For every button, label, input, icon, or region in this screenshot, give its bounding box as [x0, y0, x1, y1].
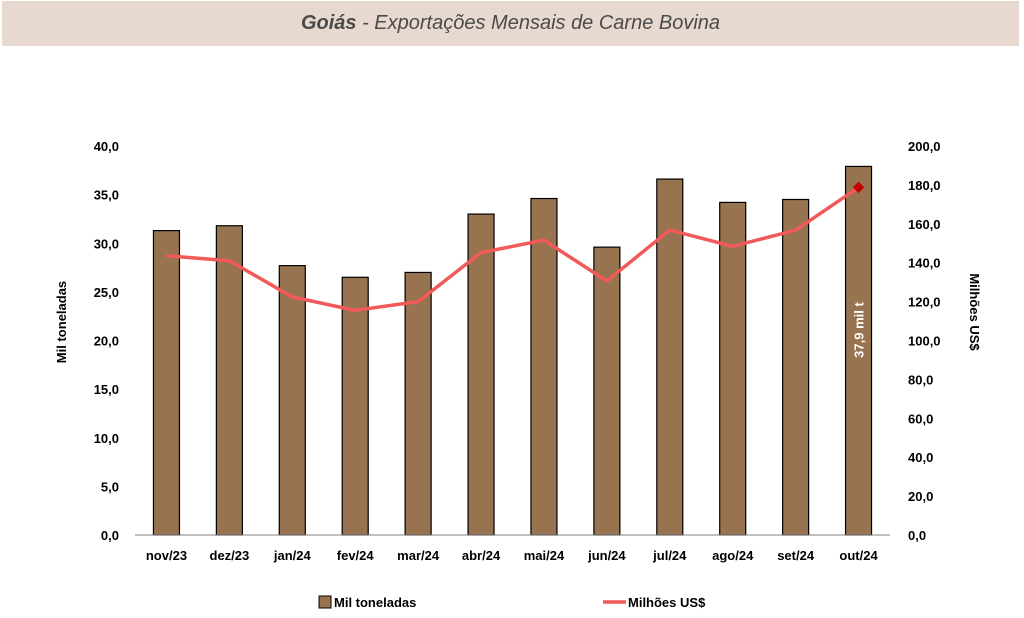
- bar: [404, 271, 432, 536]
- y-right-tick-label: 80,0: [908, 372, 933, 387]
- y-right-tick-label: 180,0: [908, 178, 941, 193]
- bar: [530, 197, 558, 536]
- y-left-tick-label: 40,0: [94, 139, 119, 154]
- x-tick-label: fev/24: [337, 548, 375, 563]
- title-band: Goiás - Exportações Mensais de Carne Bov…: [2, 1, 1019, 46]
- bar: [593, 246, 621, 536]
- x-tick-label: set/24: [777, 548, 815, 563]
- bar: [467, 213, 495, 536]
- y-left-tick-label: 0,0: [101, 528, 119, 543]
- bar: [278, 265, 306, 536]
- chart-title: Goiás - Exportações Mensais de Carne Bov…: [301, 12, 720, 35]
- y-left-tick-label: 25,0: [94, 285, 119, 300]
- y-right-tick-label: 100,0: [908, 334, 941, 349]
- bar: [152, 230, 181, 536]
- x-tick-label: dez/23: [210, 548, 250, 563]
- bar: [844, 165, 873, 536]
- y-left-tick-label: 30,0: [94, 236, 119, 251]
- y-left-tick-label: 20,0: [94, 334, 119, 349]
- y-right-tick-label: 140,0: [908, 256, 941, 271]
- x-tick-label: jun/24: [587, 548, 626, 563]
- y-right-tick-label: 0,0: [908, 528, 926, 543]
- x-tick-label: out/24: [839, 548, 878, 563]
- y-left-tick-label: 15,0: [94, 382, 119, 397]
- bar: [782, 198, 810, 536]
- bar: [215, 225, 243, 536]
- bar: [719, 201, 747, 536]
- y-right-tick-label: 60,0: [908, 411, 933, 426]
- y-right-tick-label: 120,0: [908, 295, 941, 310]
- y-right-tick-label: 40,0: [908, 450, 933, 465]
- x-tick-label: jul/24: [652, 548, 687, 563]
- x-tick-label: jan/24: [273, 548, 312, 563]
- x-tick-label: mar/24: [397, 548, 440, 563]
- legend-swatch-bar: [318, 595, 332, 609]
- x-tick-label: mai/24: [524, 548, 565, 563]
- last-point-marker: [852, 181, 865, 194]
- legend-label-line: Milhões US$: [628, 595, 706, 610]
- line-series-milhoes: [166, 185, 860, 313]
- y-left-tick-label: 10,0: [94, 431, 119, 446]
- bar: [341, 276, 369, 536]
- y-right-tick-label: 200,0: [908, 139, 941, 154]
- y-right-tick-label: 160,0: [908, 217, 941, 232]
- last-bar-annotation: 37,9 mil t: [852, 302, 867, 358]
- y-left-axis-title: Mil toneladas: [54, 281, 69, 363]
- chart-title-rest: - Exportações Mensais de Carne Bovina: [356, 12, 721, 34]
- x-tick-label: nov/23: [146, 548, 187, 563]
- x-tick-label: abr/24: [462, 548, 501, 563]
- y-right-tick-label: 20,0: [908, 489, 933, 504]
- y-left-tick-label: 35,0: [94, 188, 119, 203]
- y-right-axis-title: Milhões US$: [967, 273, 982, 351]
- x-tick-label: ago/24: [712, 548, 754, 563]
- y-left-tick-label: 5,0: [101, 479, 119, 494]
- chart-title-state: Goiás: [300, 12, 357, 34]
- legend-label-bar: Mil toneladas: [334, 595, 416, 610]
